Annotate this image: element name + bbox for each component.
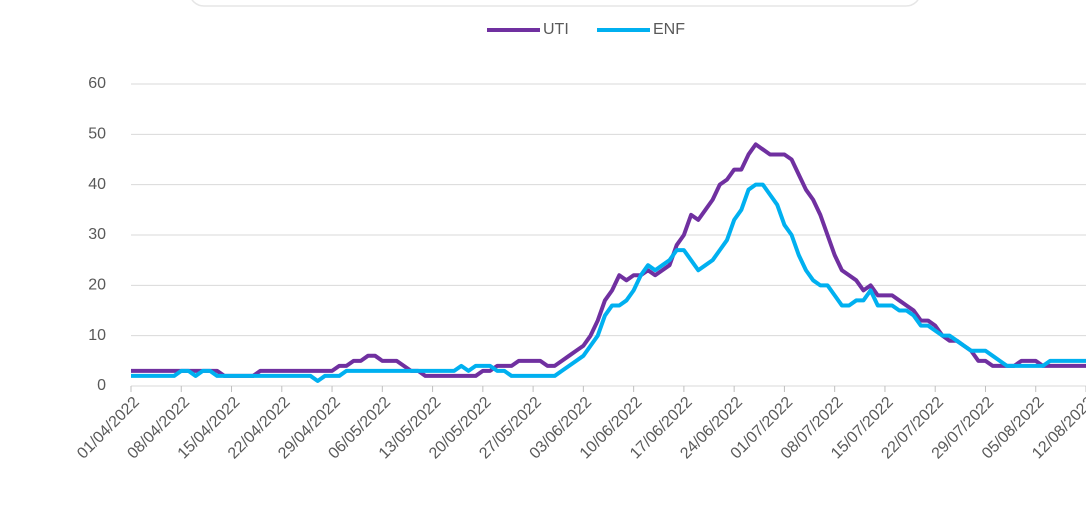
legend-label: UTI [543, 21, 569, 38]
y-tick-label: 50 [88, 126, 106, 143]
frame-edge [191, 0, 919, 7]
series-line [131, 182, 1086, 383]
y-tick-label: 40 [88, 176, 106, 193]
y-tick-label: 10 [88, 327, 106, 344]
series-line [131, 142, 1086, 378]
y-tick-label: 60 [88, 75, 106, 92]
y-tick-label: 0 [97, 377, 106, 394]
y-tick-label: 20 [88, 277, 106, 294]
legend-label: ENF [653, 21, 685, 38]
y-tick-label: 30 [88, 226, 106, 243]
